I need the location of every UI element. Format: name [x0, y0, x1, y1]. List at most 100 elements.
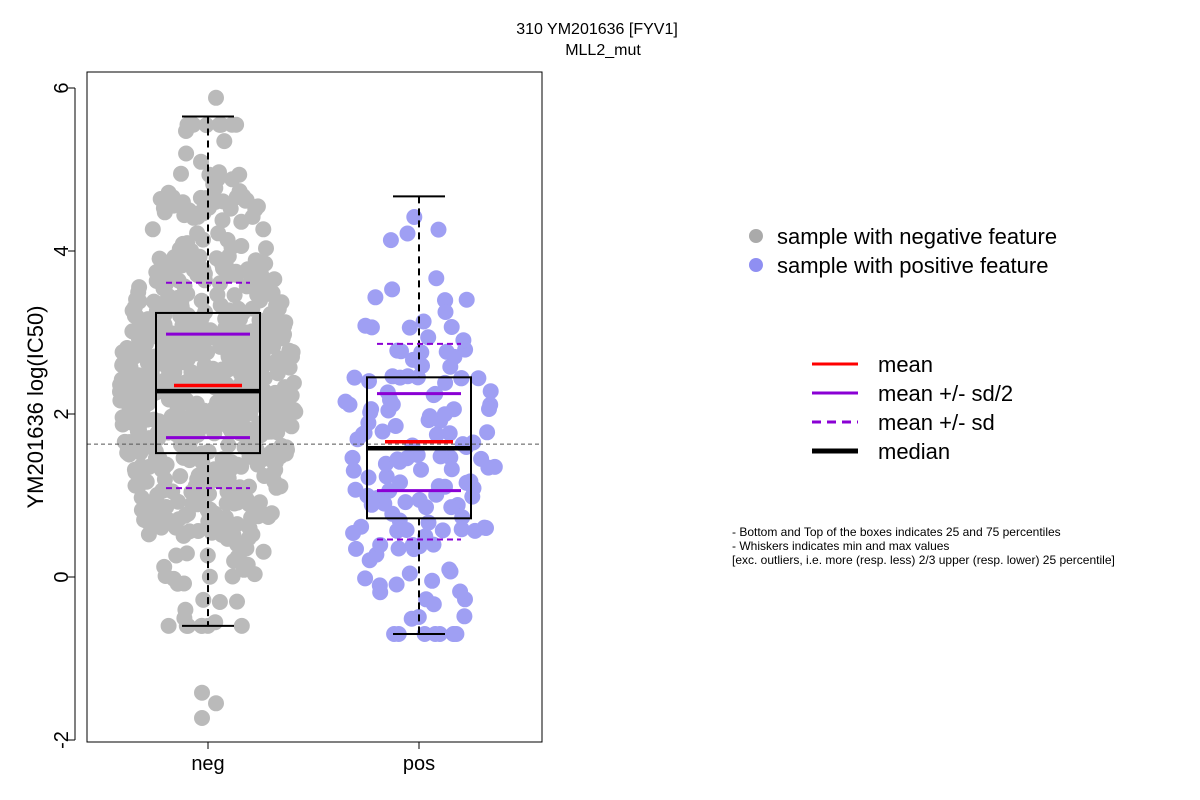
pos-point [346, 369, 363, 386]
pos-point [443, 461, 460, 478]
neg-point [185, 262, 202, 278]
neg-point [216, 133, 233, 150]
pos-point [428, 486, 445, 503]
neg-point [164, 351, 180, 368]
neg-point [251, 494, 268, 511]
neg-point [156, 471, 173, 488]
neg-point [281, 342, 298, 359]
pos-point [478, 520, 494, 536]
neg-point [178, 145, 195, 162]
neg-point [112, 376, 129, 393]
neg-point [124, 302, 141, 319]
neg-point [179, 307, 196, 324]
pos-point [384, 281, 401, 298]
pos-point [361, 552, 378, 569]
pos-point [428, 270, 445, 287]
pos-point [393, 343, 409, 360]
pos-point [453, 521, 470, 538]
neg-point [173, 436, 189, 453]
pos-point [392, 474, 408, 491]
neg-point [173, 165, 189, 182]
neg-point [228, 263, 244, 280]
pos-point [430, 221, 447, 238]
neg-point [190, 523, 207, 539]
neg-point [258, 240, 274, 257]
neg-box [155, 311, 261, 455]
pos-point [347, 481, 364, 498]
neg-point [128, 386, 145, 403]
pos-point [404, 537, 421, 553]
pos-point [442, 358, 459, 375]
neg-point [174, 194, 191, 211]
pos-point [482, 383, 499, 400]
neg-point [264, 309, 281, 326]
neg-point [220, 437, 237, 454]
neg-point [241, 448, 258, 465]
neg-point [286, 402, 303, 418]
neg-point [244, 526, 261, 543]
neg-point [283, 418, 300, 435]
note-line: [exc. outliers, i.e. more (resp. less) 2… [732, 553, 1115, 567]
neg-point [224, 116, 240, 133]
pos-point [348, 540, 364, 557]
legend-label: mean [878, 352, 933, 377]
y-tick-label: 0 [51, 571, 73, 582]
neg-point [272, 478, 289, 495]
pos-point [436, 406, 453, 423]
neg-point [255, 221, 272, 238]
neg-point [226, 287, 243, 304]
pos-point [357, 317, 374, 334]
neg-point [189, 225, 206, 242]
neg-point [124, 323, 141, 340]
pos-point [438, 343, 455, 360]
pos-point [432, 448, 449, 465]
neg-point [167, 408, 184, 425]
neg-point [179, 235, 196, 252]
legend-label: sample with negative feature [777, 224, 1057, 249]
chart-subtitle: MLL2_mut [565, 42, 641, 59]
pos-point [452, 583, 469, 600]
y-axis: -2 0 2 4 6 neg pos [51, 82, 435, 775]
neg-point [257, 255, 274, 272]
neg-point [227, 401, 244, 417]
pos-point [437, 292, 454, 309]
neg-point [193, 153, 209, 170]
neg-point [238, 192, 255, 208]
pos-point [443, 319, 460, 335]
note-line: - Whiskers indicates min and max values [732, 539, 949, 553]
pos-point [387, 418, 404, 434]
pos-point [398, 522, 415, 538]
neg-point [207, 180, 224, 196]
pos-point [420, 514, 437, 531]
pos-point [437, 304, 454, 320]
pos-point [374, 423, 391, 440]
neg-outlier-point [208, 89, 224, 106]
neg-point [198, 117, 215, 134]
neg-point [201, 568, 218, 585]
legend: sample with negative feature sample with … [749, 224, 1057, 464]
pos-point [390, 540, 407, 557]
pos-point [388, 576, 405, 593]
neg-point [132, 444, 149, 461]
x-tick-label-neg: neg [191, 753, 224, 775]
y-tick-label: 6 [51, 82, 73, 93]
pos-point [382, 232, 399, 249]
neg-point [256, 356, 272, 373]
neg-point [191, 476, 208, 493]
neg-point [283, 387, 300, 404]
pos-point [481, 401, 497, 417]
neg-point [176, 351, 193, 368]
chart-title: 310 YM201636 [FYV1] [516, 21, 678, 38]
legend-label: sample with positive feature [777, 253, 1048, 278]
pos-point [372, 537, 389, 553]
pos-point [401, 319, 418, 336]
neg-point [231, 166, 248, 183]
pos-point [421, 408, 438, 425]
pos-point [428, 426, 445, 443]
neg-point [127, 477, 144, 494]
neg-point [273, 322, 290, 339]
neg-point [155, 200, 172, 217]
note-line: - Bottom and Top of the boxes indicates … [732, 525, 1061, 539]
y-tick-label: 2 [51, 408, 73, 419]
